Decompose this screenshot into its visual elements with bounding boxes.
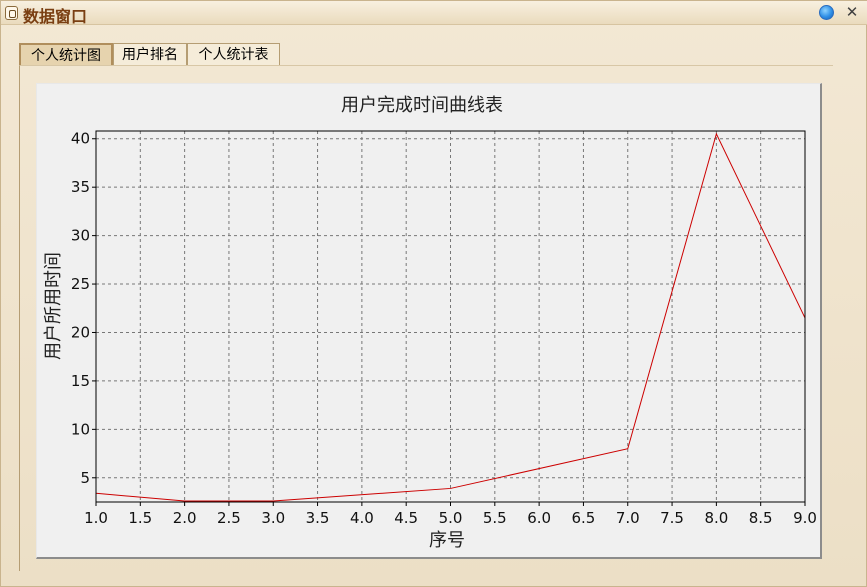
x-tick-label: 6.0 [527,509,551,527]
y-tick-label: 5 [80,469,90,487]
tab-label: 用户排名 [122,47,178,63]
y-tick-label: 30 [71,227,90,245]
tab-user-ranking[interactable]: 用户排名 [113,43,187,66]
x-tick-label: 6.5 [572,509,596,527]
y-tick-label: 25 [71,275,90,293]
x-axis: 1.0 1.5 2.0 2.5 3.0 3.5 4.0 4.5 5.0 5.5 6.0 6.5 7.0 7… [84,502,817,527]
window-title: 数据窗口 [23,3,87,27]
y-axis-label: 用户所用时间 [43,252,64,360]
title-bar[interactable]: 数据窗口 ✕ [1,1,867,25]
app-icon [5,6,18,20]
chart-container: 用户完成时间曲线表 序号 用户所用时间 1.0 1.5 2.0 2.5 3.0 3.5 4.… [36,83,822,559]
y-tick-label: 35 [71,178,90,196]
tab-label: 个人统计表 [199,47,269,63]
x-tick-label: 7.5 [660,509,684,527]
x-tick-label: 7.0 [616,509,640,527]
y-axis: 5 10 15 20 25 30 35 40 [71,130,96,487]
x-tick-label: 4.0 [350,509,374,527]
x-tick-label: 8.5 [749,509,773,527]
x-tick-label: 3.5 [306,509,330,527]
tab-personal-chart[interactable]: 个人统计图 [19,43,113,66]
x-tick-label: 5.5 [483,509,507,527]
x-tick-label: 3.0 [261,509,285,527]
chart-title: 用户完成时间曲线表 [341,95,503,116]
x-tick-label: 9.0 [793,509,817,527]
x-tick-label: 4.5 [394,509,418,527]
grid [96,131,805,502]
y-tick-label: 15 [71,372,90,390]
x-tick-label: 2.0 [173,509,197,527]
x-tick-label: 1.0 [84,509,108,527]
x-tick-label: 5.0 [439,509,463,527]
x-tick-label: 1.5 [128,509,152,527]
minimize-icon[interactable] [819,5,834,20]
line-chart: 用户完成时间曲线表 序号 用户所用时间 1.0 1.5 2.0 2.5 3.0 3.5 4.… [37,84,821,558]
tab-personal-table[interactable]: 个人统计表 [187,43,280,66]
close-icon[interactable]: ✕ [844,4,860,20]
x-tick-label: 8.0 [704,509,728,527]
y-tick-label: 10 [71,420,90,438]
x-axis-label: 序号 [429,530,465,551]
y-tick-label: 40 [71,130,90,148]
x-tick-label: 2.5 [217,509,241,527]
tab-label: 个人统计图 [31,48,101,64]
y-tick-label: 20 [71,323,90,341]
